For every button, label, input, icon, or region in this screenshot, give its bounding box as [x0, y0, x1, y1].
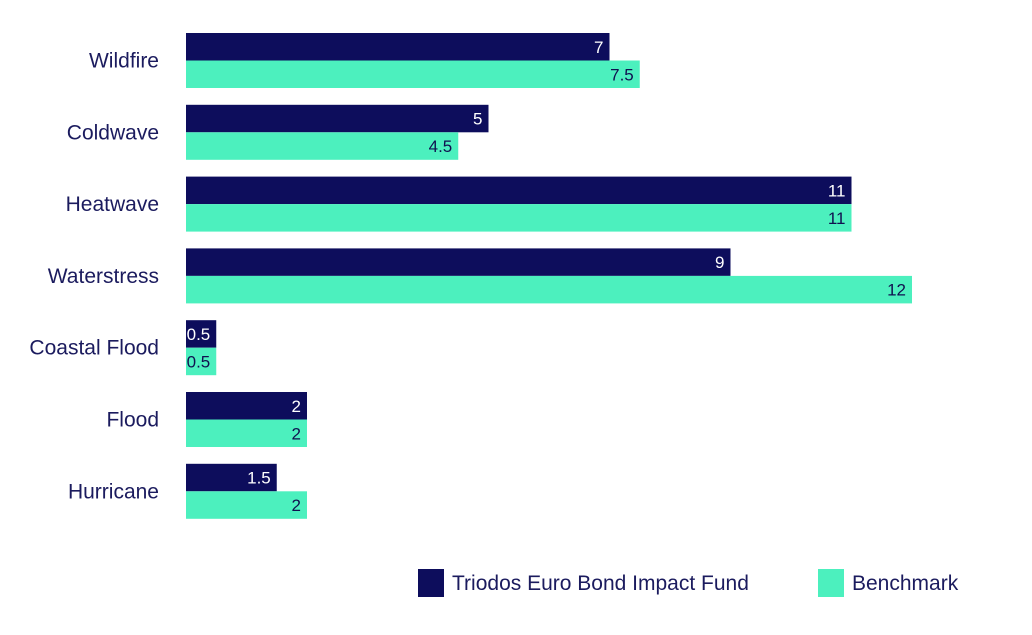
legend-swatch-fund	[418, 569, 444, 597]
legend-label-fund: Triodos Euro Bond Impact Fund	[452, 572, 749, 595]
bar-fund-wildfire	[186, 33, 610, 61]
legend: Triodos Euro Bond Impact Fund Benchmark	[418, 569, 959, 597]
value-label-benchmark-coldwave: 4.5	[429, 137, 453, 156]
value-label-fund-coastal-flood: 0.5	[187, 325, 211, 344]
category-label-coldwave: Coldwave	[67, 121, 159, 144]
category-label-flood: Flood	[106, 409, 159, 432]
value-label-benchmark-flood: 2	[292, 424, 301, 443]
value-label-benchmark-wildfire: 7.5	[610, 65, 634, 84]
legend-swatch-benchmark	[818, 569, 844, 597]
bar-benchmark-coastal-flood	[186, 347, 217, 376]
bar-benchmark-coldwave	[186, 132, 459, 160]
bar-benchmark-hurricane	[186, 491, 307, 519]
value-label-fund-flood: 2	[292, 397, 301, 416]
value-label-fund-coldwave: 5	[473, 110, 482, 129]
bar-fund-heatwave	[186, 176, 852, 205]
category-label-waterstress: Waterstress	[48, 265, 159, 288]
value-label-fund-waterstress: 9	[715, 253, 724, 272]
value-label-benchmark-waterstress: 12	[887, 281, 906, 300]
value-label-fund-heatwave: 11	[828, 181, 846, 200]
value-label-fund-hurricane: 1.5	[247, 469, 271, 488]
legend-label-benchmark: Benchmark	[852, 572, 959, 595]
bar-fund-flood	[186, 392, 307, 420]
value-label-benchmark-hurricane: 2	[292, 496, 301, 515]
value-label-benchmark-heatwave: 11	[828, 209, 846, 228]
bar-fund-coastal-flood	[186, 320, 217, 348]
bar-benchmark-flood	[186, 419, 307, 447]
category-label-coastal-flood: Coastal Flood	[29, 337, 159, 360]
value-label-fund-wildfire: 7	[594, 38, 603, 57]
bar-benchmark-heatwave	[186, 204, 852, 232]
value-label-benchmark-coastal-flood: 0.5	[187, 352, 211, 371]
category-label-heatwave: Heatwave	[66, 193, 159, 216]
bar-benchmark-wildfire	[186, 60, 640, 88]
bar-benchmark-waterstress	[186, 275, 912, 304]
bar-fund-coldwave	[186, 104, 489, 133]
bar-fund-hurricane	[186, 463, 277, 492]
plot-area: Wildfire 7 7.5 Coldwave 5 4.5 Heatwave 11 11 Wate…	[29, 33, 912, 519]
category-label-hurricane: Hurricane	[68, 480, 159, 503]
bar-fund-waterstress	[186, 248, 731, 276]
category-label-wildfire: Wildfire	[89, 50, 159, 73]
